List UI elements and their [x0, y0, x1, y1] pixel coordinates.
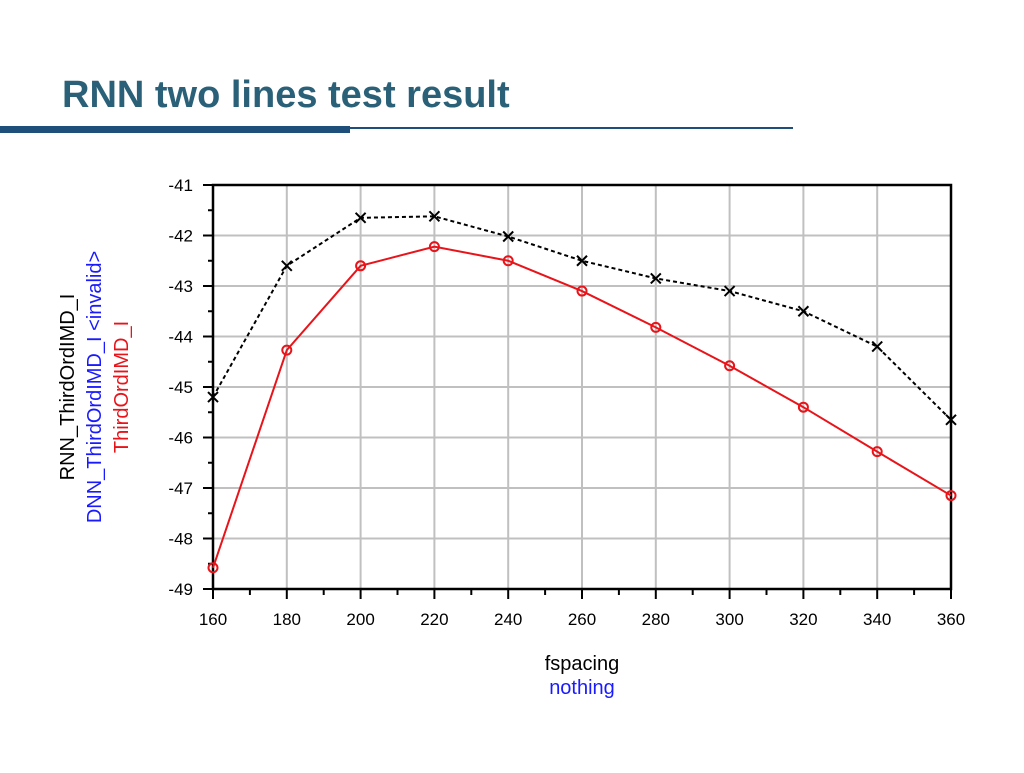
y-tick-label: -43 — [168, 277, 193, 296]
y-tick-label: -41 — [168, 176, 193, 195]
marker-cross — [354, 212, 367, 224]
y-axis-label-extra: DNN_ThirdOrdIMD_I <invalid> — [84, 251, 106, 523]
x-axis-label: fspacing — [545, 653, 620, 675]
marker-cross — [871, 340, 883, 353]
x-tick-label: 240 — [494, 610, 522, 629]
marker-cross — [945, 414, 957, 426]
marker-cross — [797, 305, 810, 317]
x-tick-label: 260 — [568, 610, 596, 629]
marker-circle — [281, 344, 293, 356]
marker-cross — [502, 230, 514, 243]
y-tick-label: -47 — [168, 479, 193, 498]
header-rule-thin — [350, 127, 793, 129]
x-tick-label: 360 — [937, 610, 965, 629]
y-axis-label: RNN_ThirdOrdIMD_I — [57, 294, 79, 481]
x-tick-label: 200 — [346, 610, 374, 629]
marker-cross — [207, 391, 219, 403]
plot-frame — [211, 183, 953, 591]
marker-circle — [428, 241, 440, 253]
marker-cross — [650, 272, 662, 285]
x-tick-label: 300 — [715, 610, 743, 629]
marker-cross — [428, 210, 441, 223]
marker-circle — [355, 260, 367, 272]
x-tick-label: 340 — [863, 610, 891, 629]
x-tick-label: 280 — [642, 610, 670, 629]
marker-circle — [207, 562, 219, 574]
marker-circle — [724, 360, 736, 372]
y-tick-label: -45 — [168, 378, 193, 397]
slide-title: RNN two lines test result — [62, 74, 510, 116]
y-tick-label: -44 — [168, 328, 193, 347]
marker-cross — [723, 285, 736, 297]
y-tick-label: -46 — [168, 429, 193, 448]
series-line — [212, 215, 952, 421]
x-tick-label: 160 — [199, 610, 227, 629]
header-rule-thick — [0, 126, 350, 133]
y-tick-label: -49 — [168, 580, 193, 599]
marker-circle — [650, 321, 662, 333]
y-tick-label: -48 — [168, 530, 193, 549]
x-tick-label: 180 — [273, 610, 301, 629]
marker-circle — [576, 285, 588, 297]
series-line — [212, 245, 952, 569]
marker-cross — [281, 260, 293, 272]
y-axis-label-red: ThirdOrdIMD_I — [111, 321, 133, 453]
marker-cross — [576, 255, 588, 267]
marker-circle — [797, 401, 809, 413]
plot: -49 -48 -47 -46 -45 -44 -43 -42 -41 160 180 200 220 2… — [168, 176, 965, 629]
x-axis-label-secondary: nothing — [549, 677, 615, 699]
x-tick-label: 320 — [789, 610, 817, 629]
y-tick-label: -42 — [168, 227, 193, 246]
marker-circle — [945, 490, 957, 502]
x-tick-label: 220 — [420, 610, 448, 629]
marker-circle — [502, 255, 514, 267]
marker-circle — [871, 446, 883, 458]
